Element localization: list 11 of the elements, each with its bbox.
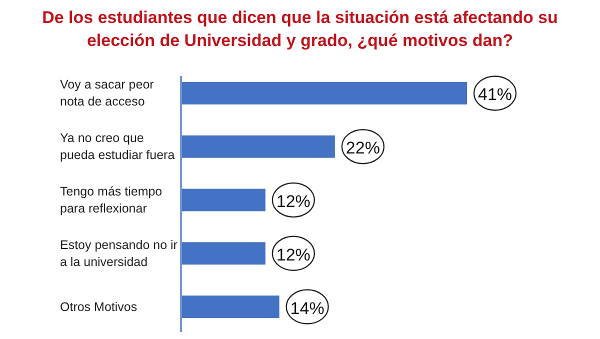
chart-title: De los estudiantes que dicen que la situación está afectando su elección de Universidad y grado, ¿qué motivos dan? — [42, 8, 558, 50]
data-label: 41% — [478, 85, 512, 104]
y-tick-label: Otros Motivos — [60, 300, 138, 314]
data-label: 12% — [276, 192, 310, 211]
y-tick-label: Ya no creo que pueda estudiar fuera — [60, 131, 175, 162]
data-label: 14% — [290, 298, 324, 318]
y-tick-label: Tengo más tiempo para reflexionar — [60, 184, 162, 216]
y-tick-label: Voy a sacar peor nota de acceso — [60, 78, 154, 109]
y-tick-label: Estoy pensando no ir a la universidad — [60, 238, 178, 269]
data-label: 12% — [276, 245, 310, 264]
data-label: 22% — [346, 138, 380, 158]
